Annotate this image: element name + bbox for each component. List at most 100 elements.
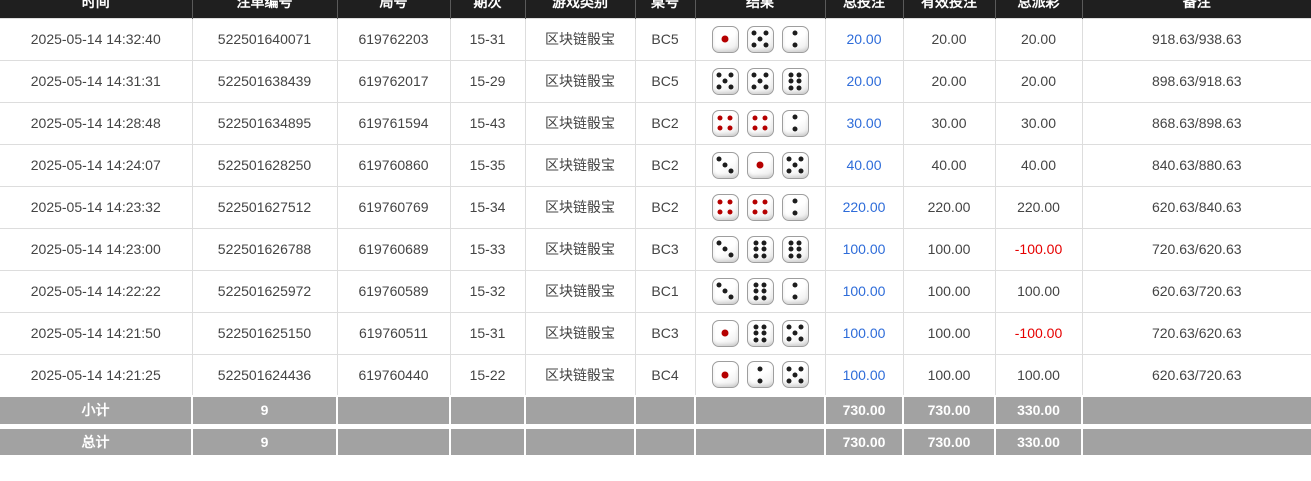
cell-time: 2025-05-14 14:23:00 (0, 227, 193, 271)
cell-round-no: 619761594 (336, 101, 451, 145)
total-bet-link[interactable]: 40.00 (846, 157, 882, 173)
table-row: 2025-05-14 14:23:00 522501626788 619760689… (0, 227, 1311, 271)
die-6-icon (746, 319, 774, 347)
cell-time: 2025-05-14 14:31:31 (0, 59, 193, 103)
grand-total-row-count: 9 (191, 423, 338, 457)
cell-time: 2025-05-14 14:24:07 (0, 143, 193, 187)
cell-bet-id: 522501634895 (191, 101, 338, 145)
die-4-icon (746, 109, 774, 137)
cell-table-no: BC4 (634, 353, 696, 397)
cell-valid-bet: 100.00 (902, 227, 996, 271)
cell-table-no: BC3 (634, 311, 696, 355)
cell-payout: 40.00 (994, 143, 1083, 187)
die-5-icon (711, 67, 739, 95)
cell-bet-id: 522501625972 (191, 269, 338, 313)
total-bet-link[interactable]: 100.00 (842, 366, 886, 383)
cell-round-no: 619760440 (336, 353, 451, 397)
cell-result (694, 101, 826, 145)
header-time: 时间 (0, 0, 193, 18)
cell-remark: 720.63/620.63 (1081, 311, 1311, 355)
total-bet-link[interactable]: 100.00 (842, 241, 886, 257)
die-2-icon (781, 25, 809, 53)
header-bet-id: 注单编号 (192, 0, 338, 18)
cell-bet-id: 522501638439 (191, 59, 338, 103)
grand-total-row-empty-period (449, 423, 526, 457)
die-6-icon (746, 235, 774, 263)
subtotal-row-empty-period (449, 395, 526, 427)
die-5-icon (746, 67, 774, 95)
total-bet-link[interactable]: 100.00 (842, 283, 886, 299)
die-6-icon (781, 67, 809, 95)
header-period: 期次 (450, 0, 526, 18)
grand-total-row-total-bet: 730.00 (824, 423, 904, 457)
cell-bet-id: 522501624436 (191, 353, 338, 397)
cell-round-no: 619760860 (336, 143, 451, 187)
grand-total-row-empty-result (694, 423, 826, 457)
total-bet-link[interactable]: 20.00 (846, 31, 882, 47)
die-4-icon (711, 193, 739, 221)
cell-game-type: 区块链骰宝 (524, 227, 636, 271)
grand-total-row-empty-game-type (524, 423, 636, 457)
table-row: 2025-05-14 14:23:32 522501627512 619760769… (0, 185, 1311, 229)
cell-time: 2025-05-14 14:23:32 (0, 185, 193, 229)
cell-remark: 898.63/918.63 (1081, 59, 1311, 103)
cell-round-no: 619760589 (336, 269, 451, 313)
die-1-icon (711, 319, 739, 347)
cell-period: 15-22 (449, 353, 526, 397)
die-2-icon (781, 277, 809, 305)
cell-period: 15-32 (449, 269, 526, 313)
die-3-icon (711, 277, 739, 305)
cell-result (694, 227, 826, 271)
cell-bet-id: 522501626788 (191, 227, 338, 271)
cell-remark: 620.63/840.63 (1081, 185, 1311, 229)
die-4-icon (711, 109, 739, 137)
cell-valid-bet: 220.00 (902, 185, 996, 229)
grand-total-row-valid-bet: 730.00 (902, 423, 996, 457)
table-header-row: 时间 注单编号 局号 期次 游戏类别 桌号 结果 总投注 有效投注 总派彩 备注 (0, 0, 1311, 18)
cell-period: 15-31 (449, 17, 526, 61)
grand-total-row-payout: 330.00 (994, 423, 1083, 457)
cell-round-no: 619760511 (336, 311, 451, 355)
cell-time: 2025-05-14 14:21:25 (0, 353, 193, 397)
cell-total-bet: 100.00 (824, 269, 904, 313)
cell-payout: 20.00 (994, 17, 1083, 61)
total-bet-link[interactable]: 30.00 (846, 115, 882, 131)
cell-bet-id: 522501627512 (191, 185, 338, 229)
cell-table-no: BC5 (634, 17, 696, 61)
grand-total-row-empty-round-no (336, 423, 451, 457)
cell-payout: 30.00 (994, 101, 1083, 145)
cell-valid-bet: 20.00 (902, 59, 996, 103)
cell-total-bet: 100.00 (824, 311, 904, 355)
die-2-icon (781, 109, 809, 137)
die-2-icon (781, 193, 809, 221)
cell-payout: 220.00 (994, 185, 1083, 229)
subtotal-row-empty-round-no (336, 395, 451, 427)
cell-round-no: 619760769 (336, 185, 451, 229)
total-bet-link[interactable]: 20.00 (846, 73, 882, 89)
header-game-type: 游戏类别 (525, 0, 636, 18)
cell-game-type: 区块链骰宝 (524, 101, 636, 145)
cell-period: 15-29 (449, 59, 526, 103)
total-bet-link[interactable]: 100.00 (842, 325, 886, 341)
header-payout: 总派彩 (995, 0, 1083, 18)
cell-period: 15-43 (449, 101, 526, 145)
cell-game-type: 区块链骰宝 (524, 311, 636, 355)
cell-time: 2025-05-14 14:28:48 (0, 101, 193, 145)
cell-table-no: BC1 (634, 269, 696, 313)
subtotal-row-empty-table-no (634, 395, 696, 427)
header-total-bet: 总投注 (825, 0, 904, 18)
cell-payout: 100.00 (994, 269, 1083, 313)
cell-valid-bet: 20.00 (902, 17, 996, 61)
cell-result (694, 17, 826, 61)
cell-time: 2025-05-14 14:21:50 (0, 311, 193, 355)
cell-result (694, 143, 826, 187)
subtotal-row-label: 小计 (0, 395, 193, 427)
table-row: 2025-05-14 14:24:07 522501628250 619760860… (0, 143, 1311, 187)
cell-total-bet: 20.00 (824, 17, 904, 61)
die-5-icon (781, 319, 809, 347)
total-bet-link[interactable]: 220.00 (842, 199, 886, 215)
cell-bet-id: 522501640071 (191, 17, 338, 61)
die-3-icon (711, 151, 739, 179)
cell-remark: 620.63/720.63 (1081, 353, 1311, 397)
die-5-icon (781, 151, 809, 179)
